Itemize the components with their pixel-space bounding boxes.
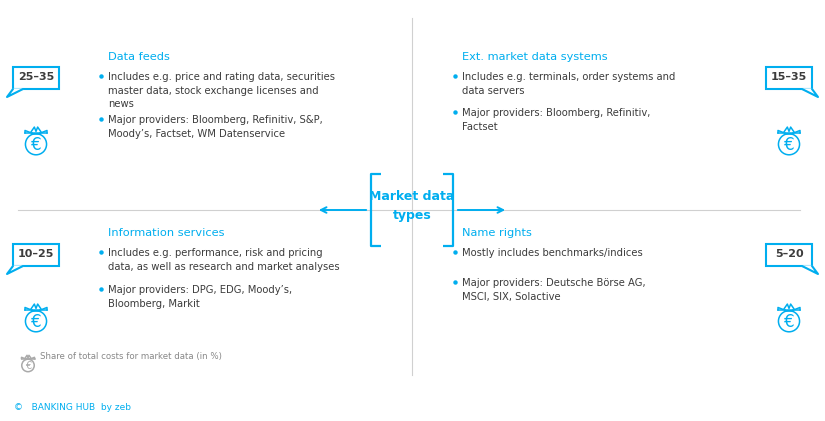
Text: €: € (25, 362, 31, 371)
Text: Market data
types: Market data types (370, 190, 455, 221)
Text: Major providers: Bloomberg, Refinitiv,
Factset: Major providers: Bloomberg, Refinitiv, F… (462, 108, 650, 132)
FancyBboxPatch shape (13, 244, 59, 266)
Text: Mostly includes benchmarks/indices: Mostly includes benchmarks/indices (462, 248, 643, 258)
Text: Includes e.g. performance, risk and pricing
data, as well as research and market: Includes e.g. performance, risk and pric… (108, 248, 340, 272)
Text: Major providers: Deutsche Börse AG,
MSCI, SIX, Solactive: Major providers: Deutsche Börse AG, MSCI… (462, 278, 646, 301)
Text: 25–35: 25–35 (18, 72, 54, 82)
Text: Ext. market data systems: Ext. market data systems (462, 52, 608, 62)
Text: Major providers: Bloomberg, Refinitiv, S&P,
Moody’s, Factset, WM Datenservice: Major providers: Bloomberg, Refinitiv, S… (108, 115, 323, 139)
Text: ©   BANKING HUB  by zeb: © BANKING HUB by zeb (14, 403, 131, 413)
Text: 15–35: 15–35 (771, 72, 807, 82)
FancyBboxPatch shape (13, 67, 59, 89)
Text: 10–25: 10–25 (18, 249, 54, 259)
Text: €: € (784, 313, 794, 331)
Text: Information services: Information services (108, 228, 224, 238)
Text: Name rights: Name rights (462, 228, 532, 238)
Polygon shape (7, 266, 23, 274)
Text: Includes e.g. price and rating data, securities
master data, stock exchange lice: Includes e.g. price and rating data, sec… (108, 72, 335, 109)
Polygon shape (7, 89, 23, 97)
Text: Share of total costs for market data (in %): Share of total costs for market data (in… (40, 352, 222, 362)
Text: 5–20: 5–20 (775, 249, 804, 259)
Text: Data feeds: Data feeds (108, 52, 170, 62)
FancyBboxPatch shape (766, 244, 812, 266)
Text: €: € (784, 136, 794, 154)
Text: €: € (31, 313, 41, 331)
Polygon shape (802, 89, 818, 97)
Polygon shape (802, 266, 818, 274)
Text: Major providers: DPG, EDG, Moody’s,
Bloomberg, Markit: Major providers: DPG, EDG, Moody’s, Bloo… (108, 285, 292, 309)
Text: Includes e.g. terminals, order systems and
data servers: Includes e.g. terminals, order systems a… (462, 72, 676, 96)
FancyBboxPatch shape (766, 67, 812, 89)
Text: €: € (31, 136, 41, 154)
